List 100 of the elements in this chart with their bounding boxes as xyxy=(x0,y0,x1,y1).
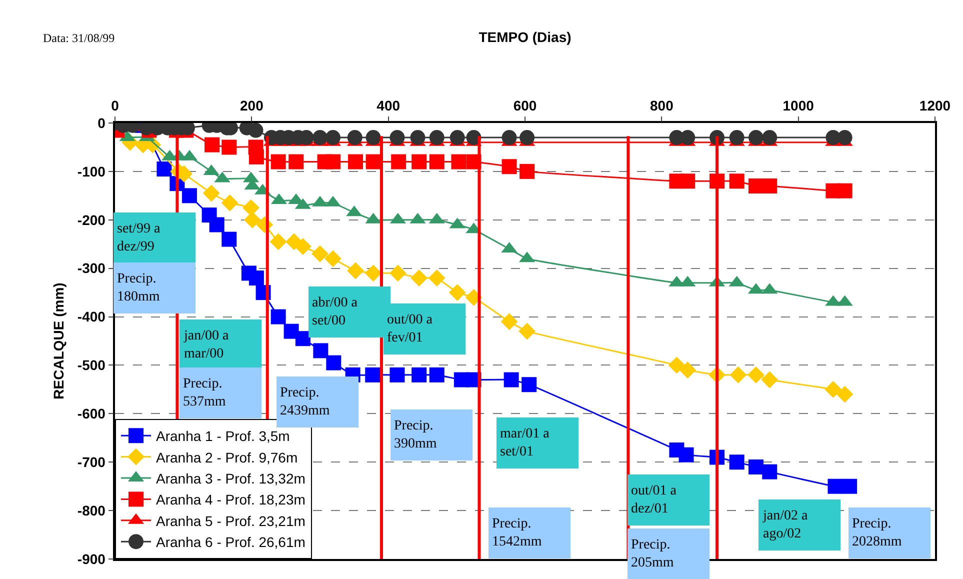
point xyxy=(428,270,446,286)
annotation: Precip. 537mm xyxy=(183,376,226,410)
point xyxy=(325,130,340,146)
point xyxy=(429,154,444,170)
legend-label: Aranha 3 - Prof. 13,32m xyxy=(156,470,306,486)
point xyxy=(500,313,518,330)
point xyxy=(325,154,340,170)
legend-label: Aranha 4 - Prof. 18,23m xyxy=(156,492,306,508)
point xyxy=(729,454,744,470)
point xyxy=(390,367,405,382)
annotation: abr/00 a set/00 xyxy=(312,295,358,329)
y-tick-label: -900 xyxy=(77,550,106,567)
annotation: out/00 a fev/01 xyxy=(387,312,434,346)
point xyxy=(182,188,197,204)
point xyxy=(842,478,858,494)
point xyxy=(448,284,466,302)
point xyxy=(248,270,264,286)
point xyxy=(312,130,328,146)
point xyxy=(522,377,537,392)
annotation: Precip. 180mm xyxy=(117,271,160,305)
point xyxy=(326,355,342,370)
point xyxy=(502,130,517,146)
point xyxy=(729,174,744,189)
point xyxy=(678,447,694,462)
x-tick-label: 1000 xyxy=(782,98,814,114)
point xyxy=(244,211,261,228)
point xyxy=(429,367,444,382)
point xyxy=(836,386,854,403)
point xyxy=(680,174,696,189)
x-tick-label: 200 xyxy=(240,98,264,114)
point xyxy=(348,154,364,170)
point xyxy=(222,232,237,247)
point xyxy=(429,130,444,146)
point xyxy=(748,130,764,146)
point xyxy=(312,245,328,262)
annotation: jan/00 a mar/00 xyxy=(183,328,230,362)
y-axis-title: RECALQUE (mm) xyxy=(50,282,67,400)
point xyxy=(410,130,426,146)
point xyxy=(295,331,310,346)
point xyxy=(366,154,381,170)
point xyxy=(668,356,686,374)
annotation: mar/01 a set/01 xyxy=(500,426,550,460)
point xyxy=(270,233,287,250)
x-tick-label: 600 xyxy=(513,98,537,114)
y-tick-label: -700 xyxy=(77,454,106,470)
text: Data: 31/08/99 xyxy=(43,31,115,45)
point xyxy=(222,140,237,155)
y-tick-label: -400 xyxy=(77,308,106,325)
point xyxy=(828,478,843,494)
point xyxy=(389,264,406,282)
point xyxy=(762,178,778,194)
annotation: Precip. 2439mm xyxy=(280,385,330,419)
point xyxy=(313,343,328,358)
point xyxy=(520,164,535,179)
point xyxy=(324,250,342,268)
x-axis-title: TEMPO (Dias) xyxy=(478,28,572,45)
point xyxy=(248,123,264,138)
x-tick-label: 1200 xyxy=(919,98,951,114)
point xyxy=(242,199,260,216)
annotation: out/01 a dez/01 xyxy=(631,483,678,517)
legend-label: Aranha 5 - Prof. 23,21m xyxy=(156,512,306,529)
point xyxy=(270,309,286,324)
point xyxy=(451,154,466,170)
point xyxy=(294,238,312,255)
point xyxy=(748,178,764,194)
point xyxy=(730,366,747,384)
point xyxy=(365,367,380,382)
point xyxy=(221,194,238,212)
point xyxy=(391,154,406,170)
point xyxy=(762,130,778,146)
point xyxy=(410,270,428,286)
point xyxy=(518,322,536,340)
annotation: Precip. 2028mm xyxy=(852,516,902,550)
y-tick-label: -200 xyxy=(77,212,106,228)
annotation: jan/02 a ago/02 xyxy=(762,508,808,542)
y-tick-label: -300 xyxy=(77,260,106,276)
point xyxy=(156,162,172,177)
point xyxy=(347,262,364,280)
point xyxy=(364,264,382,282)
point xyxy=(204,137,220,152)
point xyxy=(837,183,852,198)
annotation: Precip. 205mm xyxy=(631,537,674,571)
legend-label: Aranha 1 - Prof. 3,5m xyxy=(156,428,290,444)
point xyxy=(680,130,696,146)
point xyxy=(288,154,304,170)
point xyxy=(209,217,224,232)
y-tick-label: 0 xyxy=(98,114,106,131)
point xyxy=(390,130,405,146)
point xyxy=(270,154,286,170)
point xyxy=(202,184,220,202)
point xyxy=(761,371,778,388)
y-tick-label: -500 xyxy=(77,357,106,374)
point xyxy=(679,362,696,379)
point xyxy=(762,464,778,480)
y-tick-label: -100 xyxy=(77,163,106,180)
point xyxy=(412,154,427,170)
x-tick-label: 0 xyxy=(111,98,120,114)
point xyxy=(520,130,535,146)
point xyxy=(248,149,264,164)
point xyxy=(824,380,842,398)
